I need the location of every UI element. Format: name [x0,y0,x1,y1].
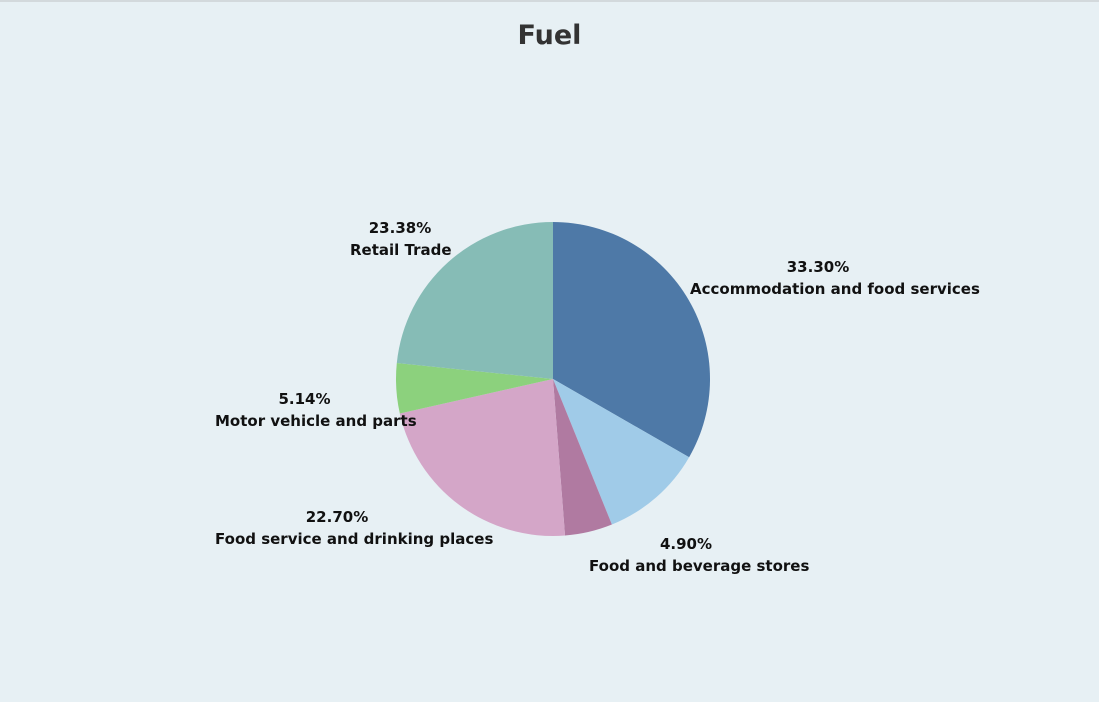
label-percent: 4.90% [659,535,713,553]
pie-slice-food-service-and-drinking-places[interactable] [399,379,566,537]
label-percent: 5.14% [278,390,331,408]
label-percent: 22.70% [305,508,369,526]
pie-slice-motor-vehicle-and-parts[interactable] [395,363,553,414]
pie-slice-unlabeled-1[interactable] [553,379,690,525]
label-category: Motor vehicle and parts [215,412,417,430]
top-border [0,0,1099,2]
label-category: Retail Trade [350,241,452,259]
label-percent: 23.38% [368,219,432,237]
chart-title: Fuel [517,20,582,51]
pie-slice-food-and-beverage-stores[interactable] [553,379,612,536]
label-food-service-and-drinking-places: 22.70% Food service and drinking places [215,506,494,550]
pie-slice-retail-trade[interactable] [396,222,553,379]
label-retail-trade: 23.38% Retail Trade [350,217,452,261]
label-category: Food service and drinking places [215,530,494,548]
label-percent: 33.30% [786,258,850,276]
label-motor-vehicle-and-parts: 5.14% Motor vehicle and parts [215,388,417,432]
label-food-and-beverage-stores: 4.90% Food and beverage stores [589,533,810,577]
label-category: Accommodation and food services [690,280,980,298]
pie-slice-accommodation-and-food-services[interactable] [553,222,711,458]
label-category: Food and beverage stores [589,557,810,575]
label-accommodation-and-food-services: 33.30% Accommodation and food services [690,256,980,300]
